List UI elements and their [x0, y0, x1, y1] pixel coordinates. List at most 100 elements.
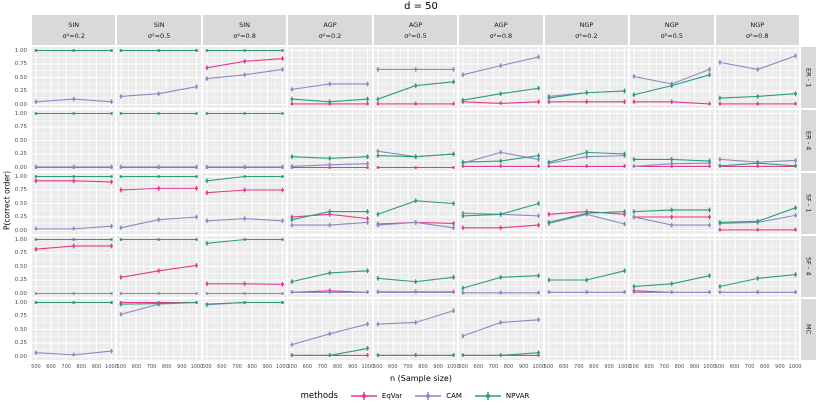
facet-panel	[544, 173, 629, 234]
x-tick-label: 600	[302, 364, 313, 370]
y-tick-label: 0.00	[14, 353, 27, 360]
x-tick-label: 1000	[617, 364, 631, 370]
y-tick-label: 0.25	[14, 277, 27, 283]
y-tick-label: 0.00	[14, 290, 27, 297]
facet-panel	[32, 173, 116, 234]
y-tick-label: 0.50	[14, 326, 27, 333]
x-tick-label: 600	[388, 364, 398, 370]
facet-sigma-label: σ²=0.8	[746, 31, 769, 40]
facet-panel	[288, 299, 372, 360]
chart-title: d = 50	[404, 1, 438, 12]
y-tick-label: 1.00	[14, 110, 27, 117]
x-axis-ticks: 500 600 700 800 900 1000	[31, 362, 118, 372]
x-tick-label: 600	[473, 364, 484, 370]
facet-panel	[630, 236, 714, 297]
y-tick-label: 0.75	[14, 250, 27, 256]
column-facet-strip: SIN σ²=0.2	[32, 15, 116, 45]
facet-panel	[202, 299, 287, 360]
grid-corner	[4, 15, 30, 45]
facet-panel	[715, 236, 799, 297]
x-tick-label: 1000	[276, 364, 289, 370]
x-tick-label: 800	[247, 364, 257, 370]
y-tick-label: 0.00	[14, 101, 27, 108]
facet-scenario-label: SIN	[239, 20, 251, 29]
x-tick-label: 500	[287, 364, 298, 370]
x-tick-label: 900	[177, 364, 187, 370]
facet-panel	[288, 236, 372, 297]
x-tick-label: 500	[116, 364, 127, 370]
x-tick-label: 700	[403, 364, 413, 370]
facet-panel	[32, 47, 116, 108]
x-tick-label: 700	[317, 364, 328, 370]
x-tick-label: 700	[61, 364, 71, 370]
x-tick-label: 800	[161, 364, 172, 370]
x-tick-label: 600	[558, 364, 569, 370]
facet-panel	[715, 173, 799, 234]
facet-panel	[373, 299, 458, 360]
x-tick-label: 1000	[788, 364, 802, 370]
column-facet-strip: AGP σ²=0.2	[288, 15, 372, 45]
facet-sigma-label: σ²=0.5	[660, 31, 684, 40]
x-tick-label: 500	[372, 364, 383, 370]
column-facet-strip: NGP σ²=0.5	[630, 15, 714, 45]
x-tick-label: 1000	[532, 364, 546, 370]
legend-item: NPVAR	[474, 391, 529, 401]
x-tick-label: 900	[91, 364, 102, 370]
facet-sigma-label: σ²=0.8	[489, 31, 513, 40]
x-axis-ticks: 500 600 700 800 900 1000	[714, 362, 802, 372]
legend-item: EqVar	[350, 391, 402, 401]
y-axis-ticks: 1.00 0.75 0.50 0.25 0.00	[4, 110, 30, 171]
facet-panel	[630, 47, 714, 108]
facet-panel	[117, 173, 201, 234]
row-facet-strip: ER - 4	[800, 110, 816, 171]
legend-label: CAM	[446, 392, 462, 400]
y-axis-ticks: 1.00 0.75 0.50 0.25 0.00	[4, 299, 30, 360]
x-tick-label: 800	[589, 364, 599, 370]
facet-panel	[459, 47, 543, 108]
x-axis-ticks: 500 600 700 800 900 1000	[544, 362, 631, 372]
facet-panel	[288, 173, 372, 234]
x-axis-ticks: 500 600 700 800 900 1000	[629, 362, 716, 372]
facet-panel	[630, 173, 714, 234]
x-axis-ticks: 500 600 700 800 900 1000	[287, 362, 375, 372]
facet-panel	[544, 47, 629, 108]
x-axis-ticks: 500 600 700 800 900 1000	[458, 362, 546, 372]
legend-key-npvar-icon	[474, 392, 501, 400]
x-tick-label: 700	[574, 364, 584, 370]
x-tick-label: 700	[744, 364, 755, 370]
facet-panel	[630, 299, 714, 360]
x-tick-label: 500	[202, 364, 212, 370]
grid-corner	[801, 362, 816, 372]
legend-label: EqVar	[381, 392, 403, 400]
facet-scenario-label: AGP	[323, 20, 337, 29]
x-tick-label: 900	[689, 364, 700, 370]
facet-panel	[32, 299, 116, 360]
facet-scenario-label: AGP	[408, 20, 423, 29]
x-tick-label: 900	[262, 364, 273, 370]
facet-panel	[544, 299, 629, 360]
x-tick-label: 700	[146, 364, 157, 370]
x-tick-label: 700	[659, 364, 670, 370]
legend-title: methods	[300, 391, 338, 401]
y-tick-label: 0.50	[14, 200, 27, 207]
facet-panel	[202, 110, 287, 171]
x-tick-label: 500	[714, 364, 725, 370]
facet-sigma-label: σ²=0.2	[575, 31, 598, 40]
x-tick-label: 1000	[361, 364, 375, 370]
y-tick-label: 1.00	[14, 236, 27, 243]
facet-sigma-label: σ²=0.2	[318, 31, 342, 40]
legend-key-cam-icon	[415, 392, 442, 400]
y-tick-label: 1.00	[14, 173, 27, 180]
x-tick-label: 800	[760, 364, 770, 370]
x-tick-label: 900	[775, 364, 785, 370]
facet-panel	[715, 299, 799, 360]
x-tick-label: 900	[433, 364, 443, 370]
x-tick-label: 700	[232, 364, 242, 370]
y-tick-label: 0.25	[14, 88, 27, 94]
y-tick-label: 0.25	[14, 340, 27, 346]
facet-scenario-label: AGP	[494, 20, 508, 29]
facet-panel	[544, 110, 629, 171]
facet-sigma-label: σ²=0.5	[147, 31, 171, 40]
facet-sigma-label: σ²=0.8	[233, 31, 256, 40]
y-tick-label: 0.25	[14, 151, 27, 157]
